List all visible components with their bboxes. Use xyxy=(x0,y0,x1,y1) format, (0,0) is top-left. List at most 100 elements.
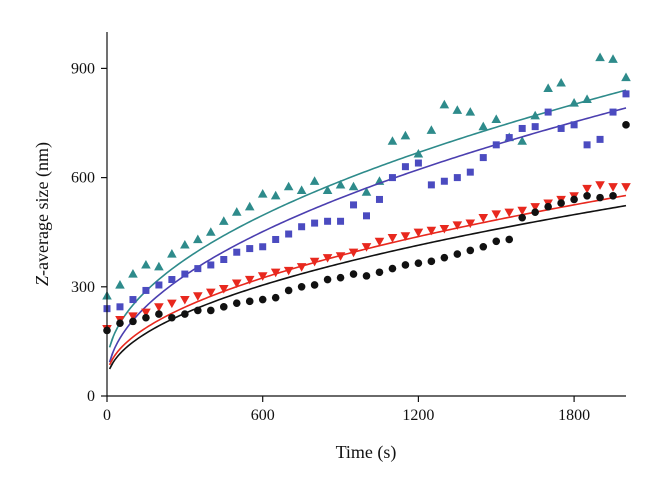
data-point-triangle-up xyxy=(439,99,450,109)
data-point-square xyxy=(363,212,370,220)
data-point-square xyxy=(337,217,345,225)
data-point-square xyxy=(401,163,409,171)
y-tick-label: 300 xyxy=(71,279,95,296)
data-point-triangle-down xyxy=(582,184,592,194)
data-point-triangle-down xyxy=(400,232,411,241)
data-point-circle xyxy=(583,192,591,200)
y-tick-label: 0 xyxy=(87,388,95,405)
data-point-square xyxy=(246,245,254,253)
data-point-square xyxy=(375,195,383,203)
data-point-square xyxy=(453,174,461,182)
data-point-triangle-up xyxy=(335,179,346,189)
data-point-square xyxy=(388,174,396,182)
data-point-triangle-up xyxy=(530,110,540,120)
data-point-square xyxy=(220,256,228,263)
y-axis-title: Z-average size (nm) xyxy=(32,142,53,286)
data-point-square xyxy=(181,270,189,278)
data-point-square xyxy=(609,108,617,116)
data-point-square xyxy=(272,235,280,243)
data-point-triangle-up xyxy=(115,279,125,289)
data-point-square xyxy=(168,276,176,284)
data-point-triangle-up xyxy=(244,201,255,211)
data-point-circle xyxy=(518,213,526,222)
data-point-triangle-up xyxy=(180,239,190,249)
data-point-triangle-down xyxy=(504,208,515,218)
data-point-square xyxy=(414,159,422,167)
data-point-triangle-up xyxy=(206,227,216,236)
fit-line-triangle-up xyxy=(108,89,627,348)
data-point-triangle-up xyxy=(400,130,411,140)
data-point-triangle-down xyxy=(361,243,372,252)
data-point-triangle-down xyxy=(439,224,450,234)
data-point-triangle-up xyxy=(387,136,398,145)
data-point-triangle-down xyxy=(426,226,437,236)
data-point-triangle-up xyxy=(283,181,294,191)
data-point-triangle-down xyxy=(218,285,229,294)
data-point-triangle-up xyxy=(218,216,229,225)
data-point-triangle-down xyxy=(335,252,346,261)
data-point-triangle-down xyxy=(128,312,138,321)
data-point-circle xyxy=(570,195,578,204)
data-point-square xyxy=(557,124,565,132)
x-tick-label: 1800 xyxy=(558,407,590,424)
data-point-square xyxy=(440,177,448,185)
data-point-circle xyxy=(414,259,423,267)
x-tick-label: 0 xyxy=(103,407,111,424)
data-point-circle xyxy=(258,295,267,304)
data-point-triangle-up xyxy=(141,259,151,269)
data-point-circle xyxy=(349,270,358,278)
data-point-circle xyxy=(505,235,514,244)
data-point-triangle-down xyxy=(193,292,203,301)
data-point-square xyxy=(259,243,267,251)
data-point-square xyxy=(531,123,539,131)
data-point-circle xyxy=(557,199,565,207)
data-point-triangle-down xyxy=(206,288,216,298)
data-point-square xyxy=(350,201,358,209)
data-point-triangle-down xyxy=(491,210,502,219)
data-point-square xyxy=(324,217,332,225)
data-point-triangle-down xyxy=(608,183,618,192)
data-point-square xyxy=(155,281,163,289)
data-point-triangle-up xyxy=(257,188,268,198)
data-point-square xyxy=(427,181,435,189)
data-point-triangle-down xyxy=(465,219,476,229)
data-point-triangle-up xyxy=(154,261,164,271)
data-point-triangle-down xyxy=(387,234,398,243)
data-point-circle xyxy=(323,275,332,284)
y-tick-label: 900 xyxy=(71,60,95,77)
data-point-circle xyxy=(492,237,501,246)
data-point-triangle-up xyxy=(491,114,502,123)
data-point-circle xyxy=(181,310,189,318)
data-point-triangle-down xyxy=(270,268,281,278)
data-point-triangle-up xyxy=(193,234,203,244)
y-axis-title-italic: Z xyxy=(32,275,52,286)
data-point-circle xyxy=(232,299,241,307)
data-point-triangle-down xyxy=(348,248,359,258)
data-point-triangle-down xyxy=(322,254,333,263)
data-point-triangle-up xyxy=(569,97,579,107)
data-point-triangle-up xyxy=(582,94,592,103)
data-point-circle xyxy=(194,306,202,315)
data-point-triangle-down xyxy=(141,308,151,318)
data-point-triangle-down xyxy=(530,203,540,212)
data-point-circle xyxy=(622,121,630,129)
data-point-circle xyxy=(142,313,150,322)
data-point-circle xyxy=(453,250,462,258)
data-point-triangle-up xyxy=(595,52,605,62)
data-point-triangle-up xyxy=(608,54,618,63)
data-point-triangle-up xyxy=(478,121,489,131)
data-point-triangle-down xyxy=(167,299,177,309)
data-point-circle xyxy=(362,272,371,280)
data-point-triangle-down xyxy=(283,266,294,276)
data-point-triangle-down xyxy=(621,183,631,192)
data-point-triangle-down xyxy=(478,214,489,223)
data-point-triangle-down xyxy=(452,221,463,230)
data-point-triangle-up xyxy=(621,72,631,82)
data-point-triangle-up xyxy=(361,187,372,196)
data-point-triangle-down xyxy=(413,228,424,238)
data-point-circle xyxy=(388,264,397,273)
data-point-triangle-down xyxy=(154,303,164,312)
data-point-triangle-up xyxy=(296,185,307,194)
data-point-circle xyxy=(440,253,449,262)
